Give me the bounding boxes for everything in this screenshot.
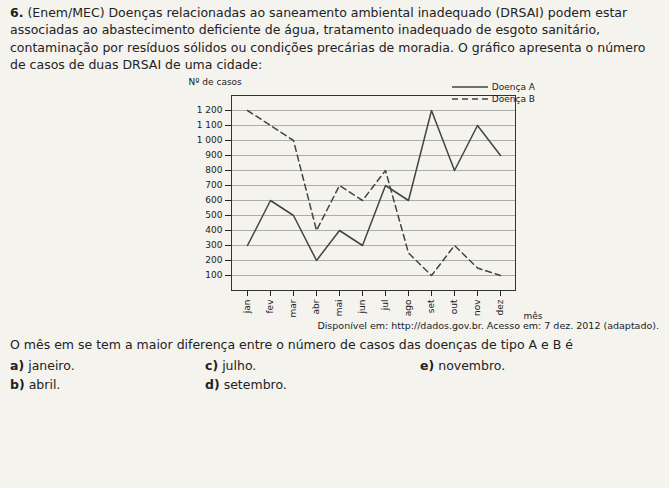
html-text:Doença A: Doença A	[491, 82, 535, 92]
svg-text:400: 400	[205, 225, 222, 235]
svg-text:mês: mês	[524, 311, 543, 321]
svg-text:700: 700	[205, 180, 222, 190]
svg-text:dez: dez	[495, 299, 505, 315]
svg-text:300: 300	[205, 240, 222, 250]
html-text:O mês em se tem a maior difere: O mês em se tem a maior diferença entre …	[10, 337, 573, 352]
svg-text:mar: mar	[288, 299, 298, 317]
svg-text:900: 900	[205, 150, 222, 160]
svg-text:500: 500	[205, 210, 222, 220]
svg-text:1 000: 1 000	[197, 135, 223, 145]
svg-text:out: out	[449, 299, 459, 314]
svg-text:set: set	[426, 299, 436, 313]
svg-text:Nº de casos: Nº de casos	[189, 77, 243, 87]
html-text:c) julho.: c) julho.	[205, 358, 257, 373]
svg-text:100: 100	[205, 270, 222, 280]
svg-text:mai: mai	[334, 300, 344, 317]
svg-text:nov: nov	[472, 299, 482, 316]
svg-text:1 100: 1 100	[197, 120, 223, 130]
html-text:Doença B: Doença B	[491, 94, 535, 104]
svg-text:abr: abr	[311, 299, 321, 314]
html-text:a) janeiro.: a) janeiro.	[10, 358, 75, 373]
svg-text:jul: jul	[380, 300, 390, 312]
html-text:Disponível em: http://dados.go: Disponível em: http://dados.gov.br. Aces…	[317, 320, 659, 331]
svg-text:jun: jun	[357, 300, 367, 315]
svg-text:600: 600	[205, 195, 222, 205]
svg-text:800: 800	[205, 165, 222, 175]
svg-text:jan: jan	[242, 300, 252, 315]
svg-text:fev: fev	[265, 299, 275, 314]
html-text:e) novembro.: e) novembro.	[420, 358, 506, 373]
html-text:6. (Enem/MEC) Doenças relacion: 6. (Enem/MEC) Doenças relacionadas ao sa…	[10, 5, 646, 72]
svg-text:1 200: 1 200	[197, 105, 223, 115]
html-text:d) setembro.: d) setembro.	[205, 377, 287, 392]
svg-text:200: 200	[205, 255, 222, 265]
svg-text:ago: ago	[403, 299, 413, 316]
html-text:b) abril.: b) abril.	[10, 377, 61, 392]
